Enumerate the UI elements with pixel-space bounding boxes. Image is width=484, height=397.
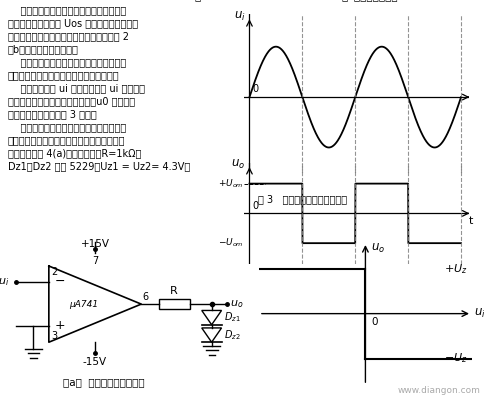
Text: 图 4: 图 4: [195, 0, 211, 1]
Text: 限大，输入失调电压 Uos 不等于零，因此，输: 限大，输入失调电压 Uos 不等于零，因此，输: [8, 18, 138, 28]
Text: $-U_z$: $-U_z$: [444, 352, 468, 366]
Text: （b）所示，存在线性区。: （b）所示，存在线性区。: [8, 44, 79, 54]
Text: 号时的传输特性，经常在比较器的输出端接上: 号时的传输特性，经常在比较器的输出端接上: [8, 135, 125, 145]
Text: 图 3   比较器的输入与输出波形: 图 3 比较器的输入与输出波形: [258, 194, 347, 204]
Text: $D_{z2}$: $D_{z2}$: [224, 328, 241, 342]
Text: $+U_{om}$: $+U_{om}$: [218, 177, 243, 190]
Text: $u_i$: $u_i$: [474, 307, 484, 320]
Text: 0: 0: [371, 317, 378, 327]
Text: 比较器的输出就跳变一次，因此，u0 为正、负: 比较器的输出就跳变一次，因此，u0 为正、负: [8, 96, 135, 106]
Text: $u_o$: $u_o$: [231, 158, 245, 171]
Text: 0: 0: [252, 84, 258, 94]
Text: （b）电压传输特性: （b）电压传输特性: [342, 0, 398, 1]
Text: +15V: +15V: [80, 239, 109, 249]
FancyBboxPatch shape: [159, 299, 190, 309]
Text: 为了使输出电压有确定的数值并改善大信: 为了使输出电压有确定的数值并改善大信: [8, 122, 126, 132]
Text: 对于实际运算放大器，由于其增益不是无: 对于实际运算放大器，由于其增益不是无: [8, 5, 126, 15]
Text: $+U_z$: $+U_z$: [444, 262, 468, 276]
Text: $u_o$: $u_o$: [371, 242, 385, 255]
Text: +: +: [54, 319, 65, 332]
Text: 相间的方波电压，如图 3 所示。: 相间的方波电压，如图 3 所示。: [8, 109, 97, 119]
Text: 3: 3: [51, 331, 57, 341]
Text: t: t: [469, 216, 473, 226]
Text: 限幅器。如图 4(a)所示。图中：R=1kΩ，: 限幅器。如图 4(a)所示。图中：R=1kΩ，: [8, 148, 141, 158]
Text: −: −: [54, 276, 65, 288]
Text: 6: 6: [142, 292, 149, 302]
Text: 向输入端和同相输入端的电压不一定相等。: 向输入端和同相输入端的电压不一定相等。: [8, 70, 120, 80]
Text: Dz1、Dz2 采用 5229，Uz1 = Uz2= 4.3V。: Dz1、Dz2 采用 5229，Uz1 = Uz2= 4.3V。: [8, 161, 190, 171]
Text: $u_i$: $u_i$: [0, 276, 9, 288]
Text: 由以上工作原理可知，比较器中运放的反: 由以上工作原理可知，比较器中运放的反: [8, 57, 126, 67]
Text: 0: 0: [252, 201, 258, 211]
Text: 出状态的转换不是突然的，其传输特性如图 2: 出状态的转换不是突然的，其传输特性如图 2: [8, 31, 129, 41]
Text: R: R: [170, 286, 178, 296]
Text: （a）  接上限幅器的比较器: （a） 接上限幅器的比较器: [63, 377, 145, 387]
Text: 假设输入信号 ui 为正弦波，在 ui 过零时，: 假设输入信号 ui 为正弦波，在 ui 过零时，: [8, 83, 145, 93]
Text: μA741: μA741: [70, 300, 99, 308]
Text: 2: 2: [51, 267, 57, 277]
Text: -15V: -15V: [83, 357, 107, 366]
Text: $D_{z1}$: $D_{z1}$: [224, 311, 241, 324]
Text: $u_o$: $u_o$: [230, 298, 244, 310]
Text: $-U_{om}$: $-U_{om}$: [218, 237, 243, 249]
Text: 7: 7: [92, 256, 98, 266]
Text: www.diangon.com: www.diangon.com: [397, 386, 480, 395]
Text: $u_i$: $u_i$: [234, 10, 245, 23]
